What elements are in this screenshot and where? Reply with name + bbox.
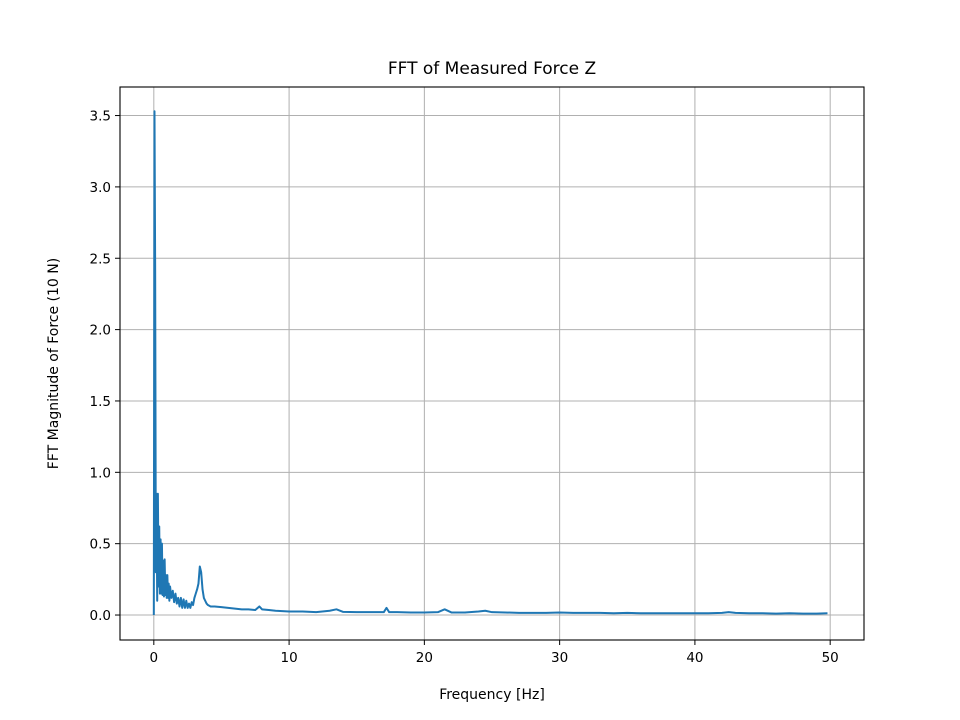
y-tick-label: 0.0 (90, 608, 111, 624)
x-tick-label: 50 (822, 650, 839, 666)
y-axis-label: FFT Magnitude of Force (10 N) (46, 258, 62, 469)
y-tick-label: 3.5 (90, 109, 111, 125)
y-tick-label: 1.5 (90, 394, 111, 410)
axes-frame (119, 86, 865, 641)
y-tick-label: 0.5 (90, 537, 111, 553)
x-axis-label: Frequency [Hz] (439, 687, 545, 703)
y-tick-label: 3.0 (90, 180, 111, 196)
grid-lines (120, 87, 864, 640)
fft-series-line (152, 110, 828, 616)
x-tick-label: 20 (416, 650, 433, 666)
x-tick-label: 30 (551, 650, 568, 666)
x-tick-label: 10 (280, 650, 297, 666)
y-tick-label: 2.5 (90, 251, 111, 267)
y-axis-ticks: 0.0 0.5 1.0 1.5 2.0 2.5 3.0 3.5 (90, 109, 120, 624)
y-tick-label: 2.0 (90, 323, 111, 339)
x-tick-label: 0 (150, 650, 159, 666)
x-tick-label: 40 (686, 650, 703, 666)
chart-title: FFT of Measured Force Z (388, 59, 596, 79)
plot-area (152, 110, 828, 616)
y-tick-label: 1.0 (90, 465, 111, 481)
x-axis-ticks: 0 10 20 30 40 50 (150, 640, 839, 666)
